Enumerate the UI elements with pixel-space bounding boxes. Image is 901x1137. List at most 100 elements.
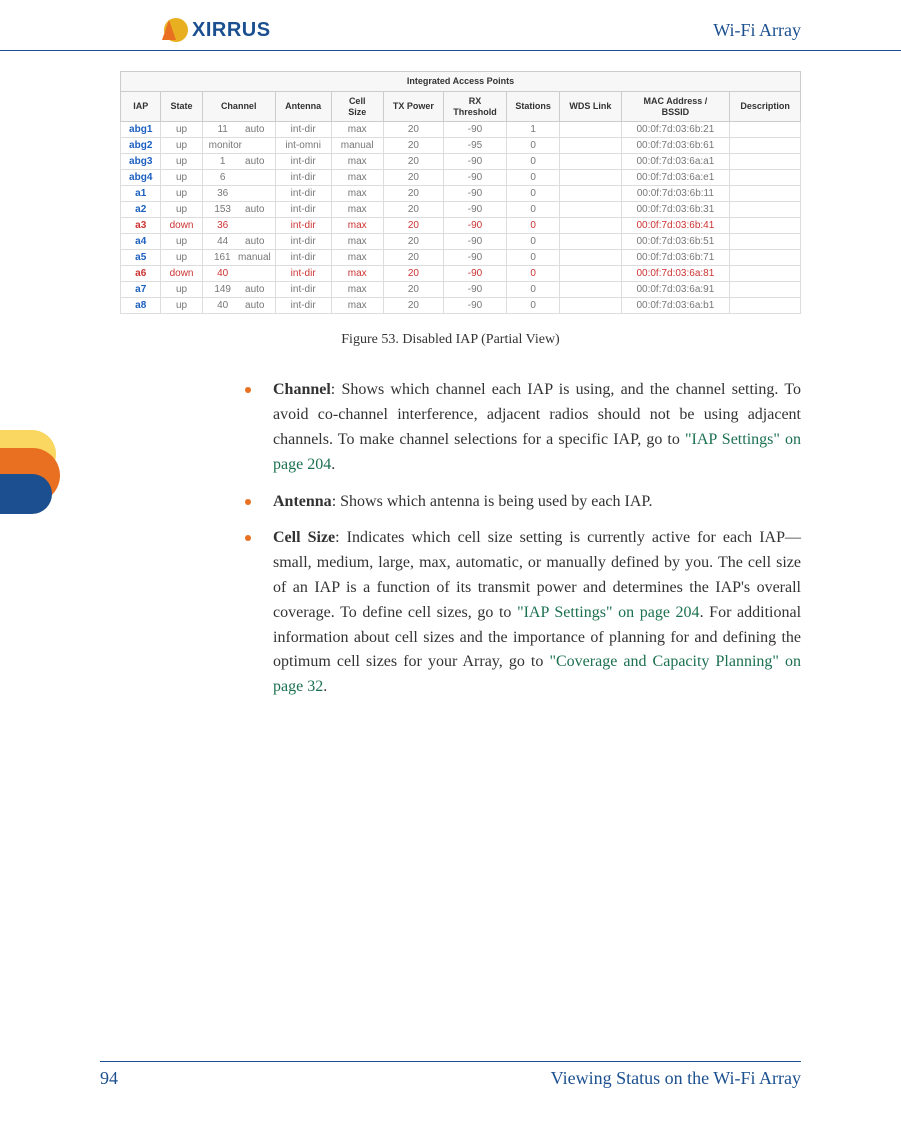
table-cell: 20 [383,170,443,186]
table-cell[interactable]: a5 [121,250,161,266]
table-cell: 0 [507,298,560,314]
table-cell: up [161,282,202,298]
table-cell [560,186,621,202]
table-cell: int-dir [275,122,331,138]
table-cell[interactable]: a3 [121,218,161,234]
table-cell: 20 [383,218,443,234]
table-cell [560,250,621,266]
table-cell[interactable]: abg4 [121,170,161,186]
table-row: abg4up6int-dirmax20-90000:0f:7d:03:6a:e1 [121,170,801,186]
table-cell: 00:0f:7d:03:6b:51 [621,234,730,250]
table-cell: 0 [507,234,560,250]
footer-section: Viewing Status on the Wi-Fi Array [551,1068,801,1089]
table-cell [730,298,801,314]
table-row: a1up36int-dirmax20-90000:0f:7d:03:6b:11 [121,186,801,202]
table-cell: -90 [443,154,506,170]
table-row: a8up40autoint-dirmax20-90000:0f:7d:03:6a… [121,298,801,314]
table-cell[interactable]: abg3 [121,154,161,170]
table-cell: int-dir [275,282,331,298]
bullet-item: Cell Size: Indicates which cell size set… [245,526,801,700]
table-cell: up [161,234,202,250]
table-cell: -95 [443,138,506,154]
table-cell: 20 [383,250,443,266]
table-cell: 0 [507,138,560,154]
table-cell: -90 [443,250,506,266]
table-cell[interactable]: a8 [121,298,161,314]
table-cell: 00:0f:7d:03:6b:61 [621,138,730,154]
table-cell: up [161,154,202,170]
bullet-text: : Shows which antenna is being used by e… [332,493,653,510]
cross-reference-link[interactable]: "IAP Settings" on page 204 [517,604,700,621]
header-title: Wi-Fi Array [713,20,801,41]
table-cell: int-dir [275,202,331,218]
table-cell [560,266,621,282]
bullet-dot-icon [245,387,251,393]
table-cell: 0 [507,170,560,186]
table-cell: up [161,122,202,138]
bullet-bold: Channel [273,381,331,398]
column-header: IAP [121,91,161,122]
table-cell: 00:0f:7d:03:6b:41 [621,218,730,234]
bullet-bold: Cell Size [273,529,335,546]
table-cell: int-dir [275,298,331,314]
figure-caption: Figure 53. Disabled IAP (Partial View) [100,332,801,348]
table-cell: 00:0f:7d:03:6b:71 [621,250,730,266]
page-footer: 94 Viewing Status on the Wi-Fi Array [100,1061,801,1089]
table-cell: 20 [383,266,443,282]
side-tab-decoration [0,430,60,520]
table-cell: max [331,234,383,250]
table-cell: 36 [202,186,275,202]
table-cell: -90 [443,170,506,186]
table-cell: 1 [507,122,560,138]
table-cell: 153auto [202,202,275,218]
table-row: a6down40int-dirmax20-90000:0f:7d:03:6a:8… [121,266,801,282]
table-cell [730,154,801,170]
table-cell: max [331,186,383,202]
table-cell [560,234,621,250]
table-cell: 0 [507,266,560,282]
table-cell[interactable]: a1 [121,186,161,202]
table-cell [730,266,801,282]
table-cell: up [161,138,202,154]
table-cell[interactable]: a4 [121,234,161,250]
table-cell [560,154,621,170]
table-cell [730,138,801,154]
table-cell [560,170,621,186]
bullet-dot-icon [245,499,251,505]
table-cell: -90 [443,282,506,298]
table-cell: 20 [383,138,443,154]
table-cell [730,170,801,186]
table-cell[interactable]: a6 [121,266,161,282]
logo-text: XIRRUS [192,19,271,42]
table-cell: 20 [383,202,443,218]
table-cell [730,122,801,138]
table-cell: -90 [443,298,506,314]
iap-table-container: Integrated Access Points IAPStateChannel… [120,71,801,314]
bullet-bold: Antenna [273,493,332,510]
table-cell: -90 [443,122,506,138]
table-cell[interactable]: abg1 [121,122,161,138]
logo: XIRRUS [160,18,271,42]
table-cell: 20 [383,234,443,250]
table-cell: 0 [507,186,560,202]
table-cell: max [331,218,383,234]
column-header: MAC Address /BSSID [621,91,730,122]
table-cell: up [161,186,202,202]
table-cell [560,282,621,298]
table-cell: max [331,266,383,282]
table-cell: max [331,122,383,138]
column-header: RXThreshold [443,91,506,122]
bullet-tail: . [323,678,327,695]
column-header: Stations [507,91,560,122]
bullet-dot-icon [245,535,251,541]
column-header: TX Power [383,91,443,122]
table-cell: up [161,250,202,266]
table-cell[interactable]: abg2 [121,138,161,154]
table-body: abg1up11autoint-dirmax20-90100:0f:7d:03:… [121,122,801,314]
table-cell: max [331,202,383,218]
bullet-item: Channel: Shows which channel each IAP is… [245,378,801,477]
table-cell[interactable]: a2 [121,202,161,218]
table-cell: 40 [202,266,275,282]
table-cell[interactable]: a7 [121,282,161,298]
table-cell: int-dir [275,186,331,202]
